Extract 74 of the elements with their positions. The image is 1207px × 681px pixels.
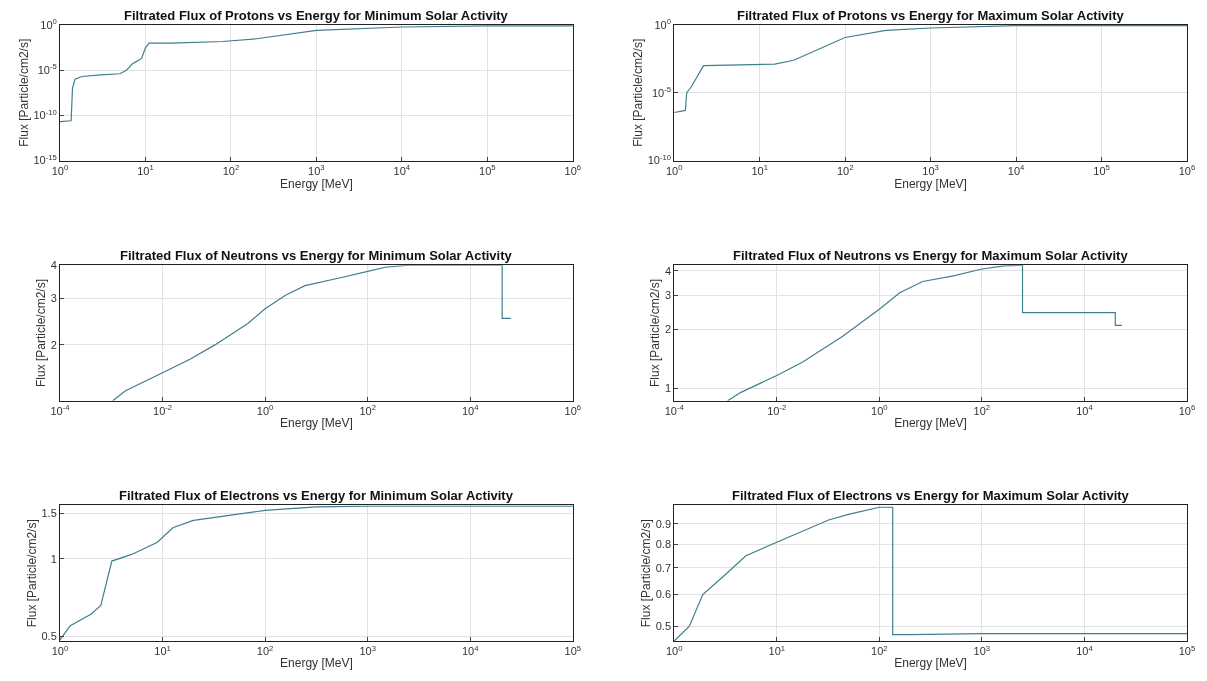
y-tick-label: 10$^{-10}$ bbox=[647, 152, 672, 167]
y-tick-label: 10$^{0}$ bbox=[654, 17, 672, 31]
x-tick-label: 10$^{4}$ bbox=[1007, 163, 1026, 177]
y-tick-label: 10$^{0}$ bbox=[40, 17, 57, 31]
x-tick-label: 10$^{2}$ bbox=[256, 643, 274, 658]
x-tick-label: 10$^{6}$ bbox=[564, 403, 582, 417]
y-tick-label: 0.8 bbox=[655, 538, 672, 551]
y-tick-label: 0.5 bbox=[41, 630, 57, 643]
x-tick-label: 10$^{2}$ bbox=[359, 403, 376, 417]
y-tick-label: 10$^{-5}$ bbox=[37, 62, 57, 77]
y-axis-title: Flux [Particle/cm2/s] bbox=[16, 38, 31, 147]
x-axis-title: Energy [MeV] bbox=[280, 656, 353, 671]
x-tick-label: 10$^{-4}$ bbox=[664, 403, 685, 417]
x-tick-label: 10$^{4}$ bbox=[393, 163, 411, 177]
x-tick-label: 10$^{3}$ bbox=[308, 163, 325, 177]
y-tick-label: 0.5 bbox=[655, 620, 672, 633]
x-axis-title: Energy [MeV] bbox=[894, 176, 967, 191]
y-tick-label: 2 bbox=[664, 323, 672, 336]
x-tick-label: 10$^{1}$ bbox=[137, 163, 154, 177]
x-tick-label: 10$^{2}$ bbox=[836, 163, 854, 177]
x-axis-title: Energy [MeV] bbox=[280, 176, 353, 191]
y-axis-title: Flux [Particle/cm2/s] bbox=[648, 278, 663, 388]
y-tick-label: 0.9 bbox=[655, 517, 672, 530]
y-tick-label: 1 bbox=[50, 552, 57, 565]
y-axis-title: Flux [Particle/cm2/s] bbox=[630, 38, 645, 147]
y-axis-title: Flux [Particle/cm2/s] bbox=[639, 519, 654, 628]
chart-title: Filtrated Flux of Protons vs Energy for Maximum Solar Activity bbox=[737, 8, 1125, 23]
x-tick-label: 10$^{0}$ bbox=[871, 403, 888, 417]
x-axis-title: Energy [MeV] bbox=[894, 415, 967, 430]
y-tick-label: 1 bbox=[664, 381, 672, 394]
y-tick-label: 10$^{-5}$ bbox=[651, 84, 672, 99]
y-axis-title: Flux [Particle/cm2/s] bbox=[33, 278, 48, 388]
x-tick-label: 10$^{5}$ bbox=[479, 163, 496, 177]
x-tick-label: 10$^{4}$ bbox=[461, 403, 480, 417]
x-tick-label: 10$^{2}$ bbox=[973, 403, 991, 417]
y-tick-label: 0.6 bbox=[655, 588, 672, 601]
x-tick-label: 10$^{-2}$ bbox=[767, 403, 787, 417]
x-tick-label: 10$^{2}$ bbox=[871, 643, 888, 658]
x-tick-label: 10$^{-4}$ bbox=[50, 403, 71, 417]
x-tick-label: 10$^{5}$ bbox=[564, 643, 582, 658]
x-tick-label: 10$^{1}$ bbox=[751, 163, 768, 177]
x-tick-label: 10$^{4}$ bbox=[461, 643, 480, 658]
x-tick-label: 10$^{3}$ bbox=[359, 643, 376, 658]
x-tick-label: 10$^{3}$ bbox=[922, 163, 939, 177]
y-tick-label: 3 bbox=[50, 292, 57, 305]
y-axis-title: Flux [Particle/cm2/s] bbox=[24, 519, 39, 628]
y-tick-label: 10$^{-15}$ bbox=[33, 152, 57, 167]
y-tick-label: 10$^{-10}$ bbox=[33, 107, 57, 122]
y-tick-label: 4 bbox=[664, 264, 672, 277]
x-tick-label: 10$^{2}$ bbox=[222, 163, 240, 177]
y-tick-label: 0.7 bbox=[655, 561, 672, 574]
y-tick-label: 3 bbox=[664, 289, 672, 302]
chart-title: Filtrated Flux of Protons vs Energy for Minimum Solar Activity bbox=[124, 8, 509, 23]
x-tick-label: 10$^{5}$ bbox=[1178, 643, 1196, 658]
x-tick-label: 10$^{6}$ bbox=[1178, 163, 1196, 177]
chart-title: Filtrated Flux of Neutrons vs Energy for Maximum Solar Activity bbox=[733, 248, 1129, 263]
x-tick-label: 10$^{-2}$ bbox=[153, 403, 173, 417]
x-tick-label: 10$^{1}$ bbox=[768, 643, 786, 658]
x-tick-label: 10$^{4}$ bbox=[1076, 643, 1094, 658]
x-tick-label: 10$^{5}$ bbox=[1093, 163, 1110, 177]
y-tick-label: 1.5 bbox=[41, 507, 57, 520]
y-tick-label: 2 bbox=[50, 338, 57, 351]
x-tick-label: 10$^{0}$ bbox=[256, 403, 274, 417]
chart-title: Filtrated Flux of Neutrons vs Energy for Minimum Solar Activity bbox=[120, 248, 513, 263]
y-tick-label: 4 bbox=[50, 259, 57, 272]
x-tick-label: 10$^{6}$ bbox=[1178, 403, 1196, 417]
x-tick-label: 10$^{3}$ bbox=[973, 643, 991, 658]
chart-title: Filtrated Flux of Electrons vs Energy for Minimum Solar Activity bbox=[119, 488, 514, 503]
x-tick-label: 10$^{4}$ bbox=[1076, 403, 1094, 417]
x-tick-label: 10$^{6}$ bbox=[564, 163, 582, 177]
x-tick-label: 10$^{1}$ bbox=[154, 643, 171, 658]
chart-title: Filtrated Flux of Electrons vs Energy for Maximum Solar Activity bbox=[732, 488, 1130, 503]
x-axis-title: Energy [MeV] bbox=[894, 656, 967, 671]
x-axis-title: Energy [MeV] bbox=[280, 415, 353, 430]
